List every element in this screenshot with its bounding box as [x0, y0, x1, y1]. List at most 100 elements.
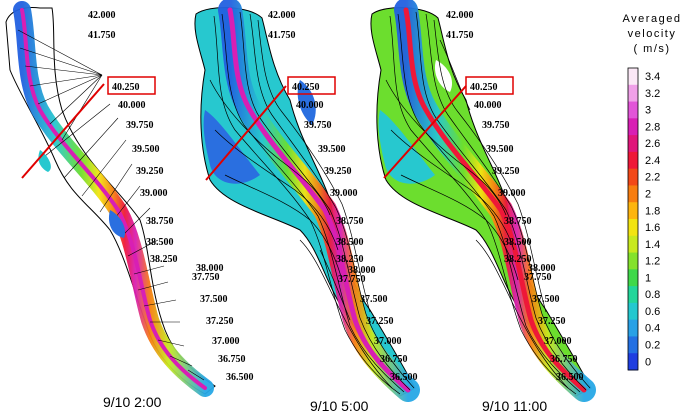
velocity-legend: Averaged velocity ( m/s) 3.4 3.2 3 2.8 2.6 2.… — [623, 13, 682, 371]
legend-color-swatch — [628, 185, 638, 203]
section-label: 39.000 — [498, 188, 526, 199]
section-label: 37.250 — [206, 316, 234, 327]
section-label: 40.000 — [296, 100, 324, 111]
section-label: 39.250 — [324, 166, 352, 177]
legend-color-swatch — [628, 252, 638, 270]
legend-color-swatch — [628, 151, 638, 170]
legend-tick-label: 1.4 — [645, 239, 660, 251]
section-label: 38.750 — [336, 216, 364, 227]
legend-color-swatch — [628, 219, 638, 237]
section-label: 39.250 — [136, 166, 164, 177]
section-label: 38.000 — [348, 265, 376, 276]
legend-color-swatch — [628, 135, 638, 153]
section-label: 41.750 — [88, 30, 116, 41]
section-label: 39.500 — [486, 144, 514, 155]
highlight-section-line — [21, 83, 105, 179]
section-label: 39.500 — [318, 144, 346, 155]
section-label: 42.000 — [88, 10, 116, 21]
section-label: 36.750 — [550, 354, 578, 365]
section-label: 38.500 — [504, 237, 532, 248]
highlight-section-line — [205, 85, 287, 181]
section-label: 39.250 — [492, 166, 520, 177]
legend-tick-label: 0.2 — [645, 340, 660, 352]
section-label: 38.500 — [336, 237, 364, 248]
section-label: 38.250 — [336, 254, 364, 265]
section-label: 39.500 — [132, 144, 160, 155]
legend-color-swatch — [628, 269, 638, 287]
legend-color-swatch — [628, 202, 638, 220]
time-label: 9/10 11:00 — [482, 398, 547, 414]
legend-tick-label: 0.6 — [645, 306, 660, 318]
legend-tick-label: 2.2 — [645, 172, 660, 184]
section-label: 36.750 — [218, 354, 246, 365]
legend-tick-label: 1.2 — [645, 256, 660, 268]
section-label: 41.750 — [268, 30, 296, 41]
section-label: 39.750 — [482, 120, 510, 131]
section-labels: 42.000 41.750 40.250 40.000 39.750 39.50… — [446, 10, 584, 383]
slow-zone — [378, 110, 435, 184]
legend-color-swatch — [628, 68, 638, 86]
legend-tick-label: 0.8 — [645, 289, 660, 301]
section-label: 42.000 — [446, 10, 474, 21]
section-label: 38.250 — [504, 254, 532, 265]
legend-tick-label: 3.2 — [645, 88, 660, 100]
section-label: 39.750 — [304, 120, 332, 131]
legend-tick-label: 2.8 — [645, 121, 660, 133]
section-label: 40.000 — [474, 100, 502, 111]
section-label: 38.000 — [196, 263, 224, 274]
section-label: 38.500 — [146, 237, 174, 248]
section-label: 37.250 — [366, 316, 394, 327]
legend-color-swatch — [628, 168, 638, 186]
time-label: 9/10 2:00 — [103, 394, 162, 410]
legend-color-swatch — [628, 336, 638, 354]
section-label: 37.250 — [538, 316, 566, 327]
section-label: 39.750 — [126, 120, 154, 131]
section-label: 38.750 — [504, 216, 532, 227]
highlight-box — [107, 76, 156, 95]
legend-color-swatch — [628, 319, 638, 337]
legend-color-swatch — [628, 302, 638, 321]
streamlines — [385, 11, 591, 395]
legend-tick-label: 0.4 — [645, 323, 660, 335]
legend-color-swatch — [628, 118, 638, 136]
legend-tick-label: 3 — [645, 105, 651, 117]
slow-zone — [297, 80, 316, 125]
section-label: 37.750 — [192, 272, 220, 283]
section-label: 40.250 — [292, 82, 320, 93]
section-label: 37.500 — [360, 294, 388, 305]
legend-title-line: Averaged — [623, 13, 682, 25]
section-label: 37.000 — [374, 336, 402, 347]
highlight-section-line — [383, 85, 467, 179]
highlight-box — [287, 76, 336, 95]
legend-tick-label: 2.4 — [645, 155, 660, 167]
section-label: 40.250 — [470, 82, 498, 93]
legend-tick-label: 3.4 — [645, 71, 660, 83]
legend-color-bar — [627, 67, 639, 371]
legend-tick-label: 1 — [645, 272, 651, 284]
legend-tick-label: 0 — [645, 356, 651, 368]
panel-1: 42.000 41.750 40.250 40.000 39.750 39.50… — [5, 1, 254, 410]
legend-color-swatch — [628, 353, 638, 371]
section-label: 37.500 — [200, 294, 228, 305]
section-label: 36.500 — [390, 372, 418, 383]
panel-2: 42.000 41.750 40.250 40.000 39.750 39.50… — [194, 0, 420, 414]
section-label: 40.250 — [112, 82, 140, 93]
section-label: 37.750 — [338, 274, 366, 285]
section-label: 37.000 — [212, 336, 240, 347]
legend-tick-label: 2.6 — [645, 138, 660, 150]
legend-color-swatch — [628, 286, 638, 304]
legend-tick-label: 1.6 — [645, 222, 660, 234]
time-label: 9/10 5:00 — [310, 398, 369, 414]
legend-frame — [627, 67, 639, 371]
section-label: 36.500 — [226, 372, 254, 383]
section-label: 40.000 — [118, 100, 146, 111]
section-label: 38.000 — [528, 263, 556, 274]
velocity-core — [403, 7, 587, 393]
section-label: 39.000 — [330, 188, 358, 199]
cross-sections — [17, 29, 205, 381]
legend-tick-label: 2 — [645, 189, 651, 201]
velocity-core — [227, 7, 411, 393]
panel-3: 42.000 41.750 40.250 40.000 39.750 39.50… — [370, 0, 596, 414]
section-label: 36.500 — [556, 372, 584, 383]
